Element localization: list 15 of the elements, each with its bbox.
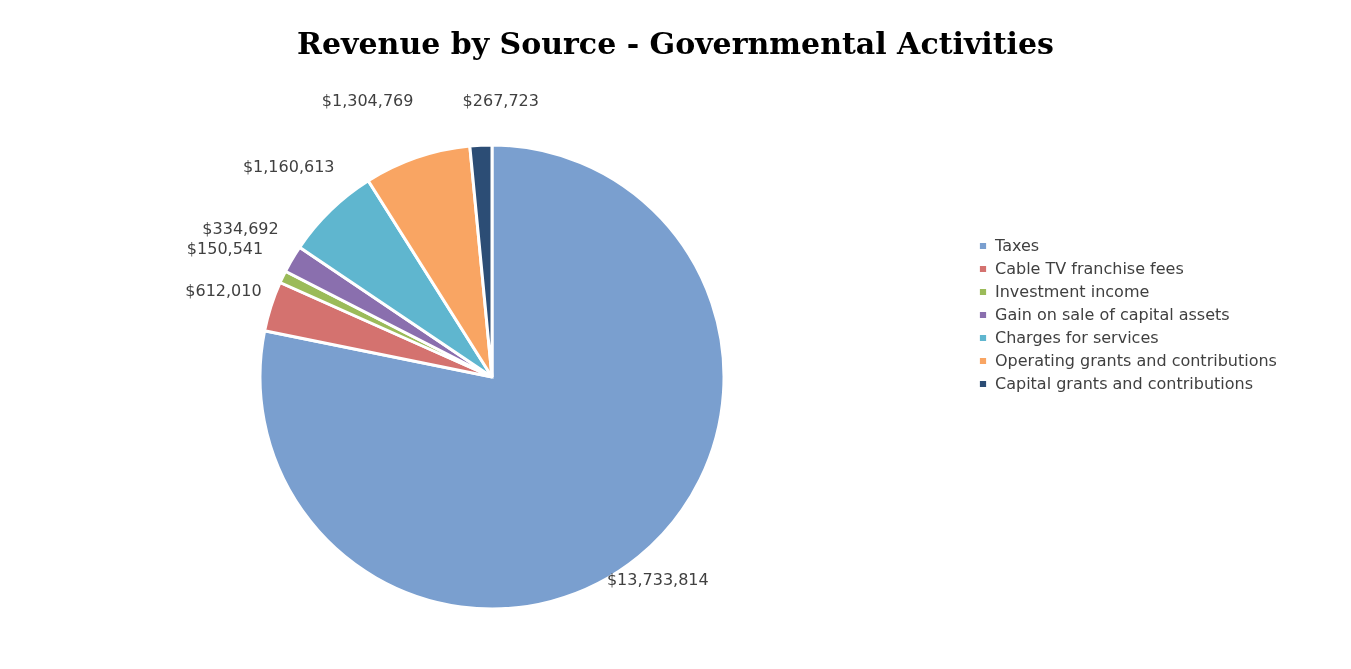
data-label: $267,723 — [462, 91, 539, 111]
legend-label: Investment income — [995, 282, 1150, 301]
chart-title: Revenue by Source - Governmental Activities — [297, 26, 1054, 61]
data-label: $612,010 — [185, 280, 262, 300]
data-label: $150,541 — [186, 239, 264, 259]
data-label: $334,692 — [202, 218, 279, 238]
data-label: $13,733,814 — [606, 569, 709, 589]
legend-label: Taxes — [994, 236, 1040, 255]
data-label: $1,160,613 — [242, 157, 335, 177]
legend-label: Gain on sale of capital assets — [995, 305, 1230, 324]
legend-label: Cable TV franchise fees — [995, 259, 1184, 278]
legend-label: Charges for services — [995, 328, 1159, 347]
legend-label: Capital grants and contributions — [995, 374, 1254, 393]
data-label: $1,304,769 — [321, 90, 414, 110]
legend-label: Operating grants and contributions — [995, 351, 1277, 370]
